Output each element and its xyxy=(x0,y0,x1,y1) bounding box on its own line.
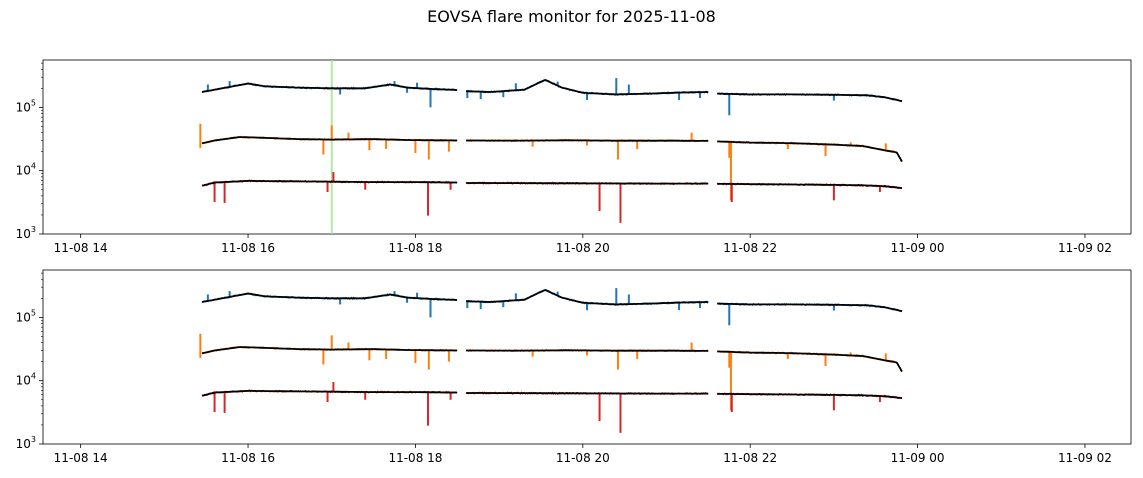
x-tick-label: 11-08 14 xyxy=(54,241,108,255)
series-red-smoothed xyxy=(466,392,709,395)
y-tick-label: 104 xyxy=(16,372,36,388)
series-blue-smoothed xyxy=(201,82,458,93)
x-tick-label: 11-08 20 xyxy=(556,451,610,465)
x-tick-label: 11-09 00 xyxy=(891,451,945,465)
series-orange-smoothed xyxy=(717,140,903,163)
x-tick-label: 11-08 16 xyxy=(221,451,275,465)
series-red-smoothed xyxy=(466,182,709,185)
x-tick-label: 11-09 02 xyxy=(1058,241,1112,255)
axes-frame xyxy=(42,59,1132,235)
plot-area xyxy=(199,288,903,433)
top-panel: 11-08 14 11-08 16 11-08 18 11-08 20 11-08 22… xyxy=(16,59,1132,255)
x-tick-label: 11-08 16 xyxy=(221,241,275,255)
x-tick-label: 11-09 00 xyxy=(891,241,945,255)
series-red-smoothed xyxy=(201,390,458,397)
series-red-smoothed xyxy=(201,180,458,187)
y-tick-label: 105 xyxy=(16,98,36,114)
series-red-smoothed xyxy=(717,392,903,399)
series-orange-smoothed xyxy=(466,139,709,142)
series-orange-smoothed xyxy=(717,350,903,373)
x-tick-label: 11-08 22 xyxy=(723,241,777,255)
x-tick-label: 11-08 14 xyxy=(54,451,108,465)
bottom-panel: 11-08 14 11-08 16 11-08 18 11-08 20 11-08 22… xyxy=(16,269,1132,465)
series-red xyxy=(201,382,903,433)
x-tick-label: 11-08 18 xyxy=(388,451,442,465)
x-tick-label: 11-08 18 xyxy=(388,241,442,255)
series-blue-smoothed xyxy=(466,289,709,306)
y-tick-label: 105 xyxy=(16,308,36,324)
y-tick-label: 103 xyxy=(16,225,36,241)
series-blue-smoothed xyxy=(717,92,903,102)
series-orange-smoothed xyxy=(201,136,458,145)
x-tick-label: 11-09 02 xyxy=(1058,451,1112,465)
series-orange-smoothed xyxy=(201,346,458,355)
axes-frame xyxy=(42,269,1132,445)
series-blue-smoothed xyxy=(717,302,903,312)
series-blue-smoothed xyxy=(466,79,709,96)
series-blue-smoothed xyxy=(201,292,458,303)
series-blue xyxy=(201,78,903,116)
plot-area xyxy=(199,60,903,234)
x-tick-label: 11-08 20 xyxy=(556,241,610,255)
series-orange-smoothed xyxy=(466,349,709,352)
series-blue xyxy=(201,288,903,326)
y-tick-label: 104 xyxy=(16,162,36,178)
x-tick-label: 11-08 22 xyxy=(723,451,777,465)
series-red-smoothed xyxy=(717,182,903,189)
series-orange xyxy=(199,333,903,411)
y-tick-label: 103 xyxy=(16,435,36,451)
series-orange xyxy=(199,123,903,201)
page-title: EOVSA flare monitor for 2025-11-08 xyxy=(427,7,716,26)
series-red xyxy=(201,172,903,223)
